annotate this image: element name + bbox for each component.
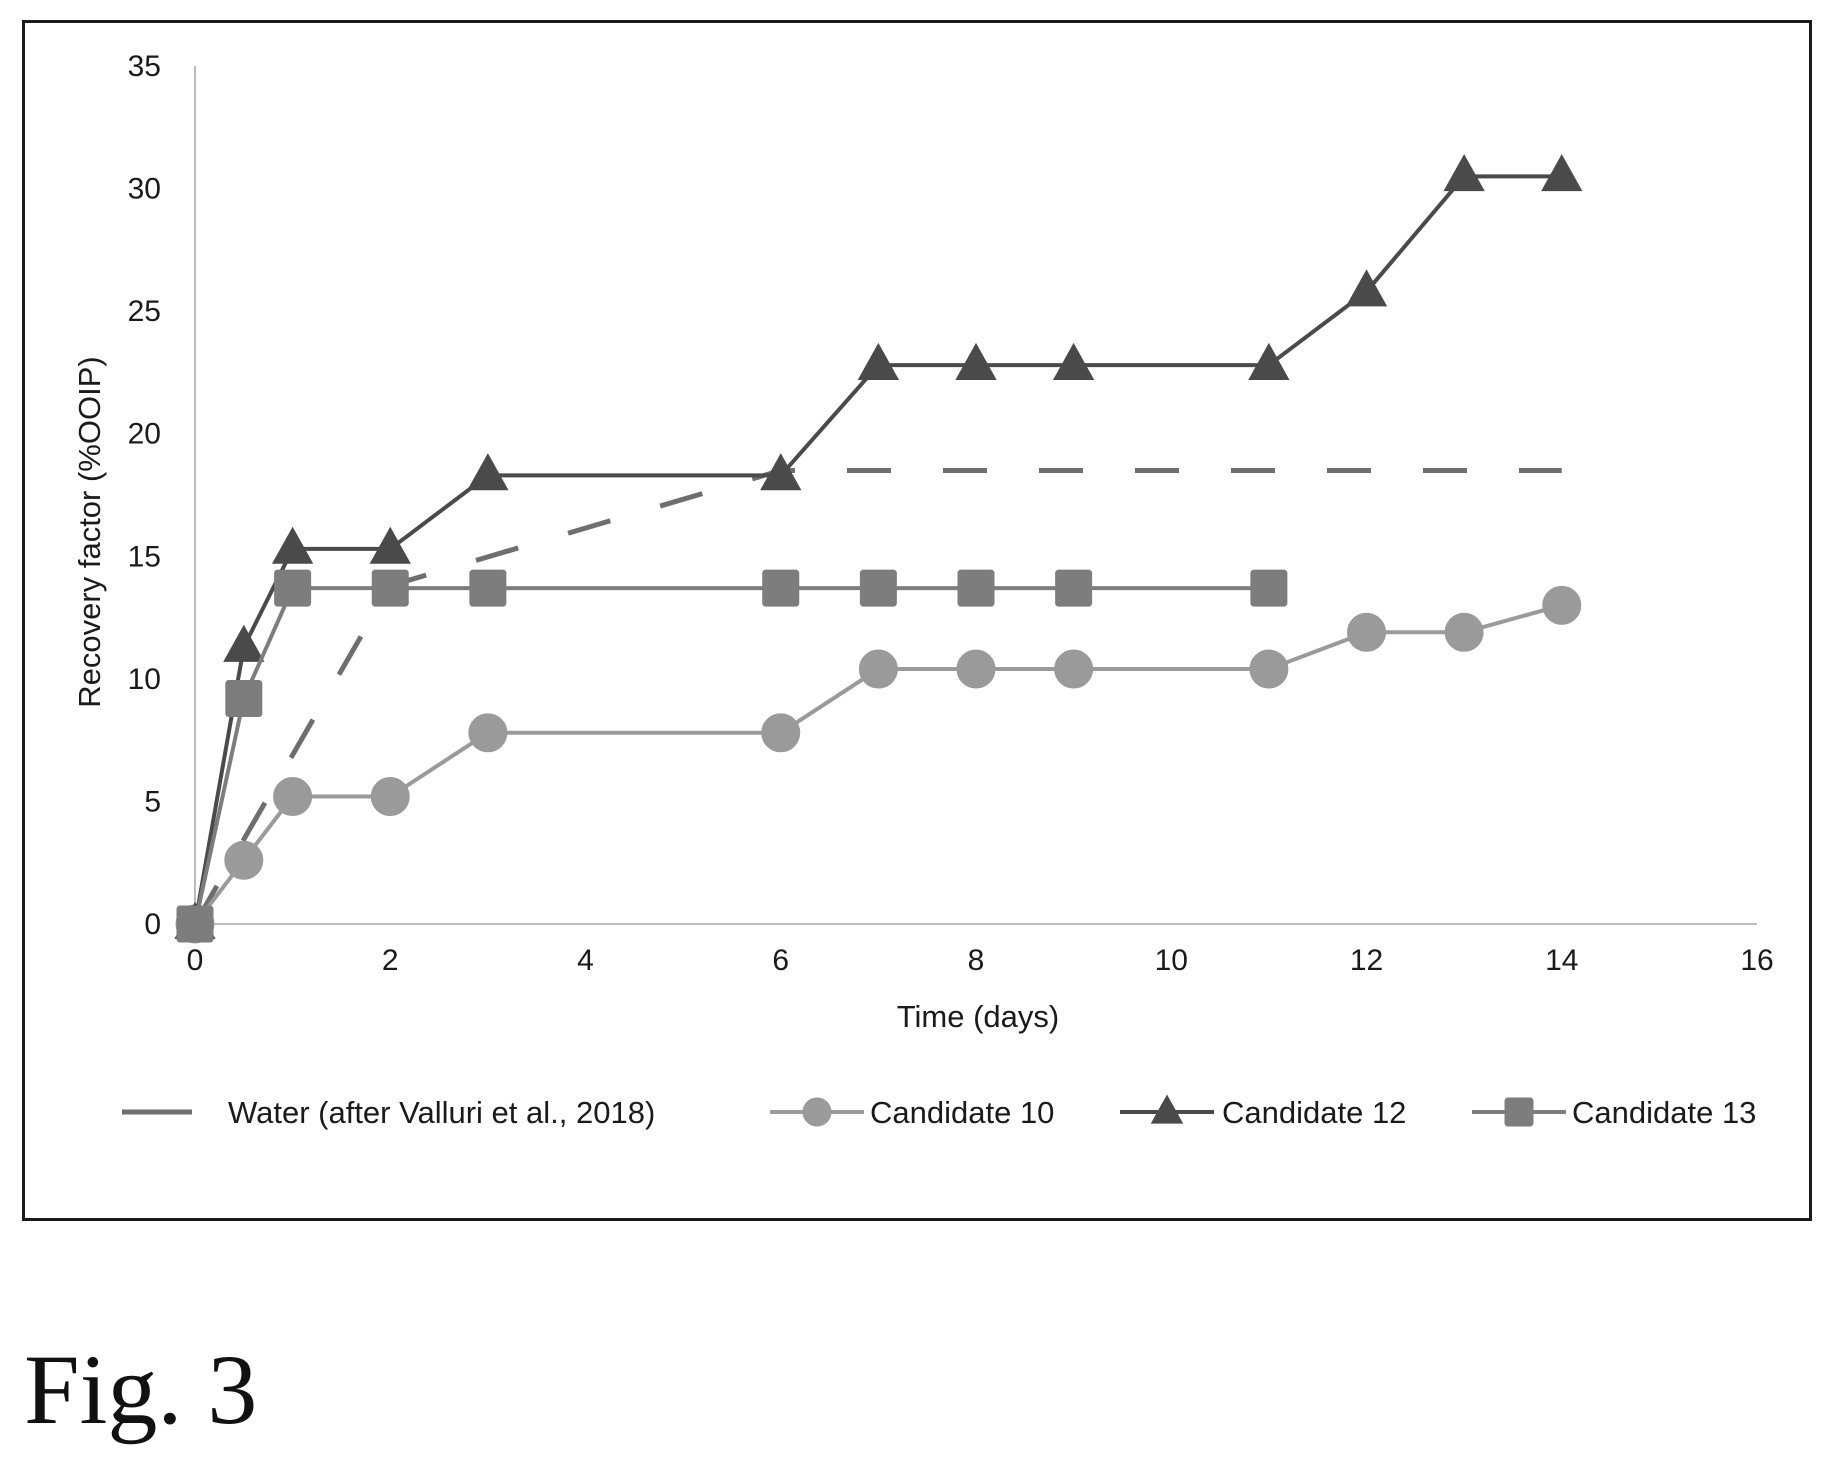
x-tick-label: 16	[1740, 944, 1773, 977]
y-tick-label: 30	[128, 173, 161, 206]
data-point	[1542, 585, 1582, 625]
data-point	[1444, 612, 1484, 652]
x-tick-label: 2	[382, 944, 399, 977]
x-axis-title: Time (days)	[897, 999, 1059, 1034]
data-point	[762, 569, 800, 607]
data-point	[955, 342, 997, 380]
legend-item: Candidate 13	[1472, 1095, 1756, 1130]
data-point	[469, 569, 507, 607]
tick-labels: 0 2 4 6 8 10 12 14 16 0 5 10 15 20 25 30 35	[128, 50, 1774, 977]
y-tick-label: 20	[128, 418, 161, 451]
legend-item: Candidate 10	[770, 1095, 1054, 1130]
data-point	[1504, 1097, 1534, 1127]
data-point	[224, 840, 264, 880]
x-tick-label: 12	[1350, 944, 1383, 977]
data-point	[859, 569, 897, 607]
data-point	[761, 713, 801, 753]
y-tick-label: 15	[128, 540, 161, 573]
series-layer	[174, 154, 1583, 944]
data-point	[1541, 154, 1583, 192]
series-line	[174, 154, 1583, 939]
figure-frame	[22, 20, 1812, 1221]
axes	[194, 66, 1757, 925]
x-tick-label: 6	[772, 944, 789, 977]
data-point	[1052, 342, 1095, 380]
data-point	[957, 569, 995, 607]
series-path	[192, 467, 1562, 926]
data-point	[956, 649, 996, 689]
data-point	[370, 777, 410, 817]
series-line	[175, 585, 1582, 944]
legend-label: Water (after Valluri et al., 2018)	[228, 1095, 655, 1130]
legend-item: Water (after Valluri et al., 2018)	[122, 1095, 655, 1130]
x-tick-label: 10	[1155, 944, 1188, 977]
data-point	[273, 777, 313, 817]
data-point	[1055, 569, 1093, 607]
y-tick-label: 25	[128, 295, 161, 328]
figure-caption: Fig. 3	[24, 1334, 258, 1445]
y-tick-label: 0	[144, 908, 161, 941]
data-point	[857, 342, 900, 380]
data-point	[1250, 569, 1288, 607]
legend-label: Candidate 10	[870, 1095, 1054, 1130]
data-point	[468, 713, 508, 753]
data-point	[371, 569, 409, 607]
x-tick-label: 0	[187, 944, 204, 977]
x-tick-label: 14	[1545, 944, 1578, 977]
legend-label: Candidate 12	[1222, 1095, 1406, 1130]
data-point	[274, 569, 312, 607]
y-tick-label: 5	[144, 785, 161, 818]
data-point	[225, 679, 263, 717]
x-tick-label: 4	[577, 944, 594, 977]
series-line	[192, 467, 1562, 926]
data-point	[802, 1097, 832, 1127]
data-point	[271, 526, 314, 564]
data-point	[1443, 154, 1485, 192]
data-point	[760, 453, 802, 491]
y-tick-label: 10	[128, 663, 161, 696]
y-axis-title: Recovery factor (%OOIP)	[72, 356, 107, 707]
data-point	[223, 624, 265, 662]
series-line	[176, 569, 1288, 943]
data-point	[1248, 342, 1290, 380]
data-point	[1345, 269, 1388, 307]
data-point	[369, 526, 411, 564]
data-point	[1347, 612, 1386, 652]
y-tick-label: 35	[128, 50, 161, 83]
data-point	[1249, 649, 1289, 689]
legend-label: Candidate 13	[1572, 1095, 1756, 1130]
data-point	[1054, 649, 1094, 689]
data-point	[176, 905, 214, 943]
legend-item: Candidate 12	[1120, 1094, 1406, 1130]
x-tick-label: 8	[968, 944, 985, 977]
data-point	[467, 453, 509, 491]
data-point	[858, 649, 898, 689]
legend: Water (after Valluri et al., 2018) Candid…	[122, 1094, 1756, 1130]
series-path	[193, 586, 1269, 925]
data-point	[1150, 1094, 1184, 1124]
